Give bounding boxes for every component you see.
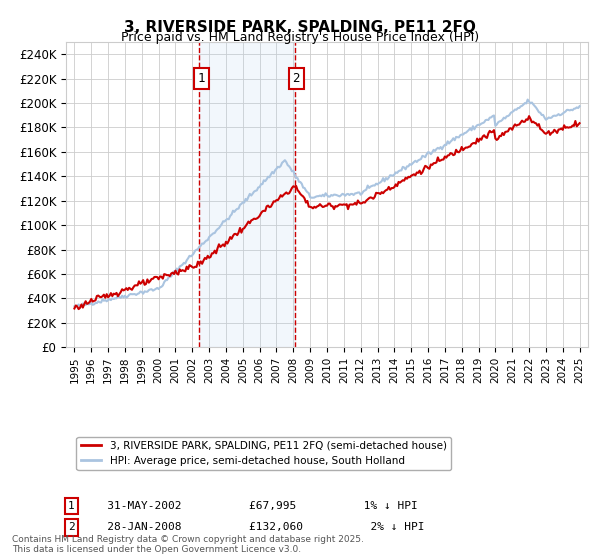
Text: 28-JAN-2008          £132,060          2% ↓ HPI: 28-JAN-2008 £132,060 2% ↓ HPI [87, 522, 424, 532]
Bar [199, 42, 295, 347]
Legend: 3, RIVERSIDE PARK, SPALDING, PE11 2FQ (semi-detached house), HPI: Average price,: 3, RIVERSIDE PARK, SPALDING, PE11 2FQ (s… [76, 437, 451, 470]
Text: 2: 2 [293, 72, 300, 85]
Text: Contains HM Land Registry data © Crown copyright and database right 2025.
This d: Contains HM Land Registry data © Crown c… [12, 535, 364, 554]
Text: Price paid vs. HM Land Registry's House Price Index (HPI): Price paid vs. HM Land Registry's House … [121, 31, 479, 44]
Text: 31-MAY-2002          £67,995          1% ↓ HPI: 31-MAY-2002 £67,995 1% ↓ HPI [87, 501, 418, 511]
Text: 3, RIVERSIDE PARK, SPALDING, PE11 2FQ: 3, RIVERSIDE PARK, SPALDING, PE11 2FQ [124, 20, 476, 35]
Text: 1: 1 [197, 72, 205, 85]
Text: 2: 2 [68, 522, 74, 532]
Text: 1: 1 [68, 501, 74, 511]
